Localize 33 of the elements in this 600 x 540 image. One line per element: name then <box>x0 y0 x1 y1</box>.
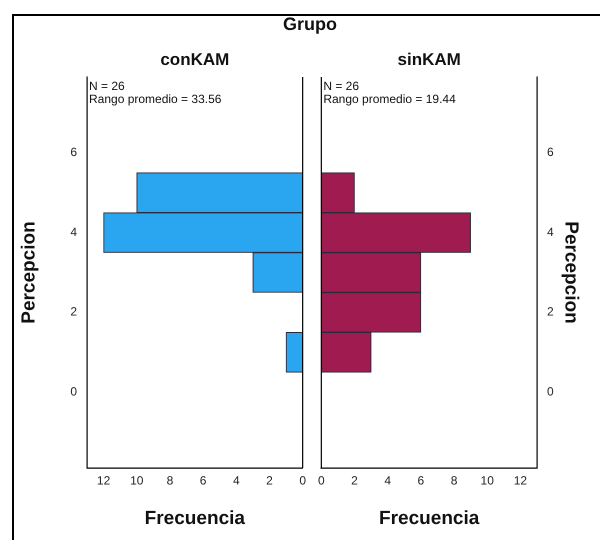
annotation: N = 26 <box>323 79 360 93</box>
annotation: Rango promedio = 33.56 <box>89 92 222 106</box>
x-tick-label: 4 <box>232 474 240 488</box>
x-tick-label: 10 <box>480 474 494 488</box>
y-tick-label: 0 <box>70 384 78 399</box>
x-tick-label: 10 <box>130 474 144 488</box>
y-axis-title: Percepcion <box>560 221 582 324</box>
x-tick-label: 2 <box>266 474 274 488</box>
x-axis-title: Frecuencia <box>379 508 480 529</box>
x-tick-label: 8 <box>450 474 458 488</box>
chart-subtitle: sinKAM <box>398 50 461 70</box>
x-axis-title: Frecuencia <box>144 508 246 529</box>
y-tick-label: 6 <box>547 145 554 160</box>
y-tick-label: 0 <box>547 384 554 399</box>
annotation: Rango promedio = 19.44 <box>323 92 456 106</box>
x-tick-label: 0 <box>299 474 306 488</box>
annotation: N = 26 <box>89 79 125 93</box>
x-tick-label: 4 <box>384 474 392 488</box>
x-tick-label: 12 <box>96 474 111 488</box>
x-tick-label: 12 <box>514 474 528 488</box>
chart-title: Grupo <box>283 14 337 35</box>
y-tick-label: 6 <box>70 145 78 160</box>
x-tick-label: 6 <box>418 474 425 488</box>
x-tick-label: 8 <box>166 474 174 488</box>
chart-subtitle: conKAM <box>160 50 230 70</box>
y-tick-label: 4 <box>70 224 78 239</box>
y-tick-label: 2 <box>70 304 78 319</box>
y-tick-label: 4 <box>547 224 554 239</box>
x-tick-label: 2 <box>351 474 358 488</box>
y-tick-label: 2 <box>547 304 554 319</box>
x-tick-label: 0 <box>318 474 325 488</box>
x-tick-label: 6 <box>200 474 207 488</box>
y-axis-title: Percepcion <box>18 221 40 324</box>
